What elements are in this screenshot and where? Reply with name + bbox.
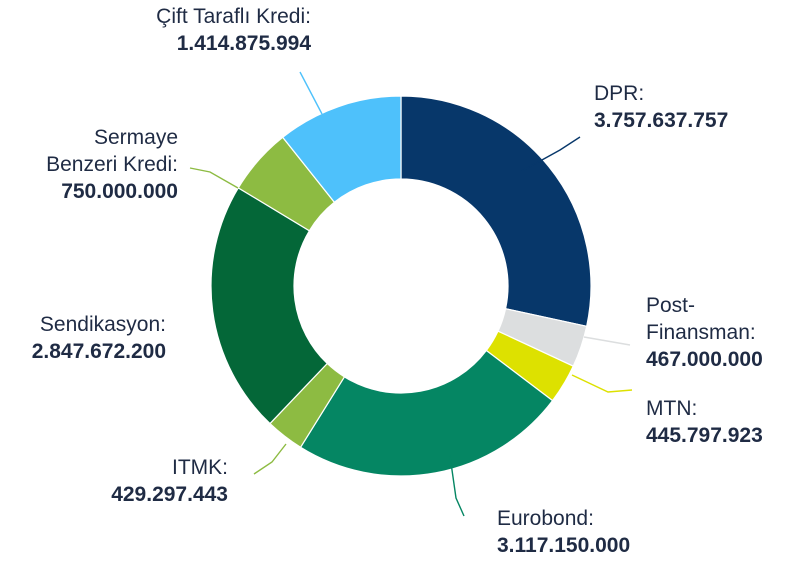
leader-line-mtn [571,374,633,393]
slice-labels: DPR: 3.757.637.757 Post- Finansman: 467.000.… [32,5,763,557]
label-name-cift: Çift Taraflı Kredi: [156,5,311,28]
slice-eurobond [299,349,554,477]
label-name-eurobond: Eurobond: [497,507,594,530]
label-mtn: MTN: 445.797.923 [646,397,763,447]
slice-dpr [400,95,592,328]
leader-line-post [583,336,631,346]
label-name-sermaye: Benzeri Kredi: [46,153,178,176]
label-name-itmk: ITMK: [172,456,228,479]
leader-line-itmk [253,443,287,475]
label-value-eurobond: 3.117.150.000 [497,534,630,557]
label-value-sendikasyon: 2.847.672.200 [32,340,166,363]
label-eurobond: Eurobond: 3.117.150.000 [497,507,630,557]
slice-sendikasyon [210,187,329,425]
slice-cift [281,95,402,204]
label-value-mtn: 445.797.923 [646,424,763,447]
label-name-dpr: DPR: [594,82,644,105]
label-sendikasyon: Sendikasyon: 2.847.672.200 [32,313,166,363]
leader-line-eurobond [449,455,465,517]
label-name-post: Finansman: [646,321,756,344]
label-name-sermaye: Sermaye [94,126,178,149]
label-value-cift: 1.414.875.994 [177,32,312,55]
leader-line-dpr [521,136,581,172]
leader-line-cift [299,71,323,115]
label-value-dpr: 3.757.637.757 [594,109,728,132]
label-cift: Çift Taraflı Kredi: 1.414.875.994 [156,5,311,55]
leader-line-sermaye [189,167,239,189]
label-post: Post- Finansman: 467.000.000 [646,294,763,371]
label-value-itmk: 429.297.443 [111,483,228,506]
label-name-post: Post- [646,294,695,317]
label-value-post: 467.000.000 [646,348,763,371]
label-value-sermaye: 750.000.000 [61,180,178,203]
label-sermaye: Sermaye Benzeri Kredi: 750.000.000 [46,126,178,203]
leader-lines [189,71,633,517]
label-dpr: DPR: 3.757.637.757 [594,82,728,132]
label-name-mtn: MTN: [646,397,697,420]
donut-slices [210,95,592,477]
label-itmk: ITMK: 429.297.443 [111,456,228,506]
label-name-sendikasyon: Sendikasyon: [40,313,166,336]
